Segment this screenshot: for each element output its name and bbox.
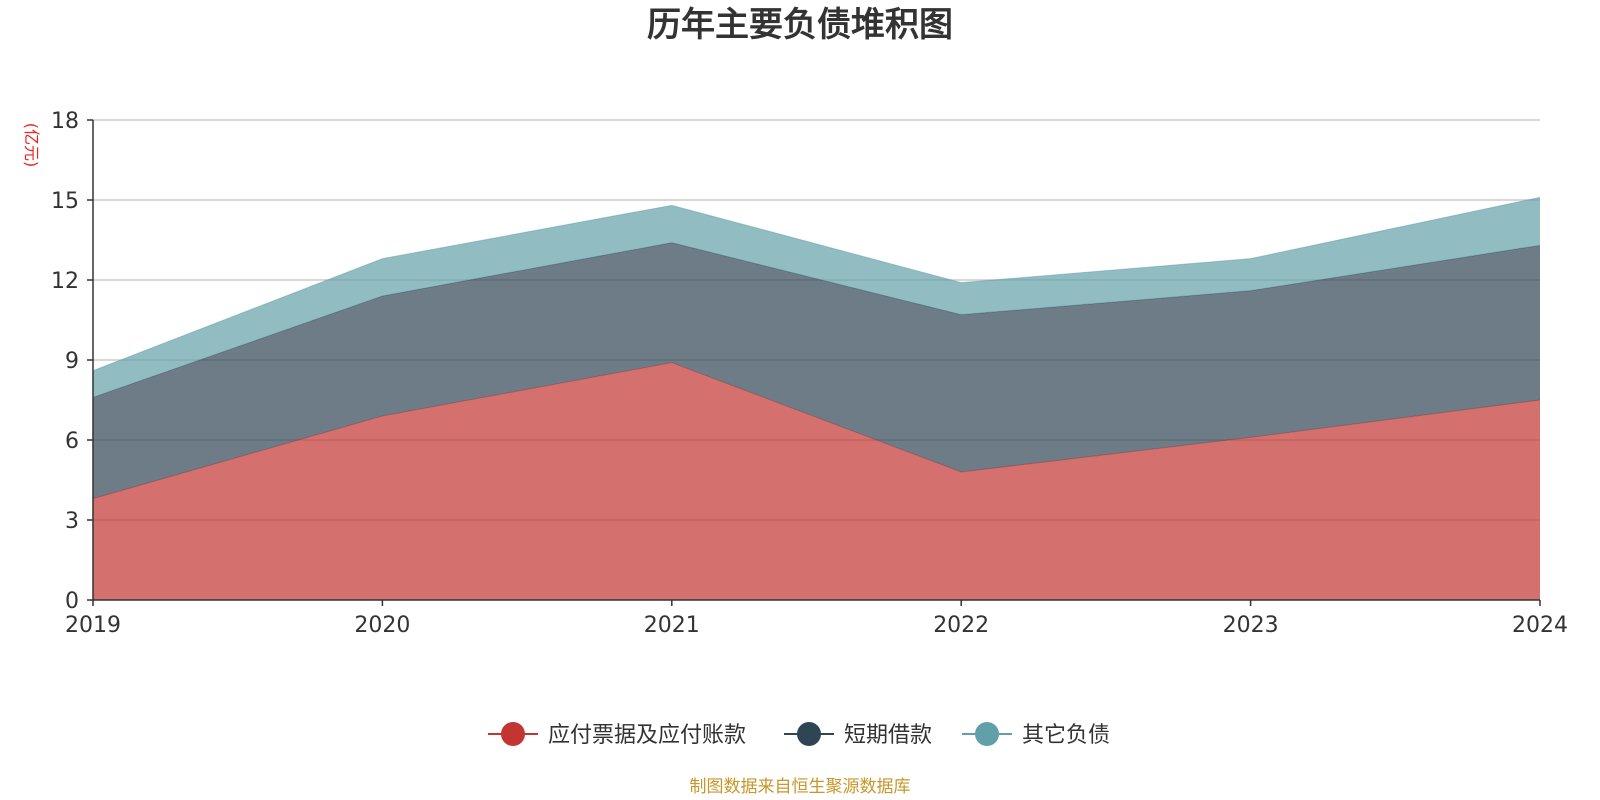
y-tick-label: 9 [65, 349, 79, 374]
legend-marker-icon [501, 722, 525, 746]
area-series-2[interactable] [93, 242, 1540, 499]
legend-marker-icon [975, 722, 999, 746]
data-point[interactable] [1537, 194, 1543, 200]
y-tick-label: 18 [51, 109, 79, 134]
data-point[interactable] [958, 280, 964, 286]
area-series-layer [92, 194, 1543, 600]
data-source-note: 制图数据来自恒生聚源数据库 [690, 777, 911, 797]
area-series-1[interactable] [93, 362, 1540, 600]
legend-item-1[interactable]: 应付票据及应付账款 [488, 722, 746, 748]
legend-label: 短期借款 [844, 723, 932, 748]
y-tick-label: 6 [65, 429, 79, 454]
legend-item-3[interactable]: 其它负债 [962, 722, 1110, 748]
data-point[interactable] [669, 202, 675, 208]
x-tick-label: 2020 [354, 613, 410, 638]
area-series-3-line [92, 196, 1541, 372]
area-series-3[interactable] [93, 197, 1540, 398]
x-tick-label: 2022 [933, 613, 989, 638]
legend-label: 应付票据及应付账款 [548, 723, 746, 748]
y-tick-label: 15 [51, 189, 79, 214]
y-tick-label: 12 [51, 269, 79, 294]
y-axis-unit-label: (亿元) [22, 123, 41, 168]
legend-item-2[interactable]: 短期借款 [784, 722, 932, 748]
x-tick-label: 2019 [65, 613, 121, 638]
x-tick-label: 2024 [1512, 613, 1568, 638]
legend[interactable]: 应付票据及应付账款 短期借款 其它负债 [488, 722, 1110, 748]
x-tick-label: 2023 [1223, 613, 1279, 638]
chart-title: 历年主要负债堆积图 [647, 5, 953, 45]
data-point[interactable] [1248, 256, 1254, 262]
y-tick-label: 0 [65, 589, 79, 614]
y-tick-label: 3 [65, 509, 79, 534]
x-tick-label: 2021 [644, 613, 700, 638]
axes: 0 3 6 9 12 15 18 2019 2020 2021 2022 2023 2024 [51, 109, 1568, 638]
data-point[interactable] [379, 256, 385, 262]
legend-marker-icon [797, 722, 821, 746]
legend-label: 其它负债 [1022, 723, 1110, 748]
